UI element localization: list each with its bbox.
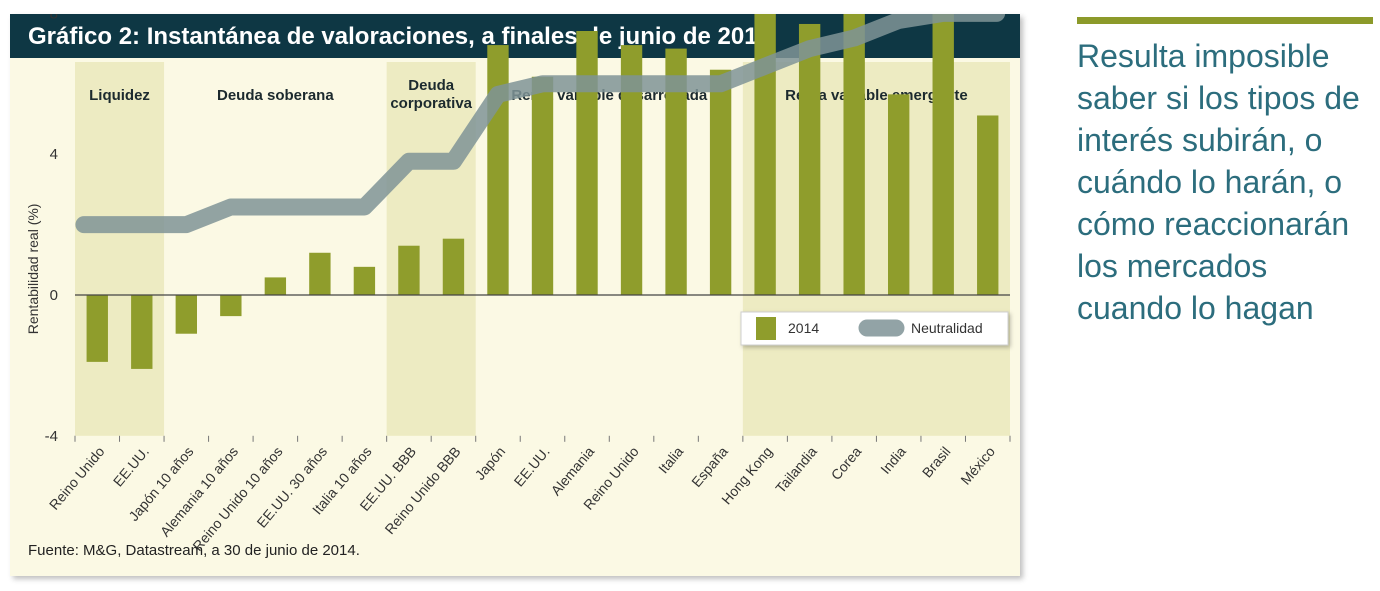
x-tick-label: Brasil bbox=[919, 443, 954, 480]
x-tick-label: Corea bbox=[828, 443, 865, 483]
group-band bbox=[75, 62, 165, 436]
bar bbox=[220, 295, 242, 317]
bar bbox=[531, 76, 554, 295]
legend-label: 2014 bbox=[788, 320, 819, 336]
bar bbox=[620, 45, 643, 295]
neutral-line bbox=[75, 14, 1006, 234]
legend-swatch-bar bbox=[756, 317, 776, 340]
group-label: corporativa bbox=[390, 95, 472, 112]
bar bbox=[754, 14, 776, 295]
group-label: Deuda bbox=[408, 77, 455, 94]
y-axis-label: Rentabilidad real (%) bbox=[25, 204, 41, 335]
bar bbox=[86, 295, 108, 362]
x-tick-label: India bbox=[877, 443, 909, 477]
bar bbox=[264, 277, 287, 295]
bar bbox=[798, 23, 821, 296]
bar bbox=[977, 115, 999, 295]
x-tick-label: Reino Unido bbox=[46, 443, 108, 512]
source-note: Fuente: M&G, Datastream, a 30 de junio d… bbox=[28, 542, 360, 559]
bar bbox=[888, 94, 910, 295]
x-tick-label: EE.UU. bbox=[110, 443, 152, 489]
x-tick-label: Reino Unido BBB bbox=[381, 443, 463, 537]
side-accent-rule bbox=[1077, 17, 1373, 24]
legend-label: Neutralidad bbox=[911, 320, 983, 336]
bar bbox=[442, 238, 465, 295]
y-tick-label: 4 bbox=[50, 146, 58, 163]
y-tick-label: 0 bbox=[50, 287, 58, 304]
chart-panel: Gráfico 2: Instantánea de valoraciones, … bbox=[10, 14, 1020, 576]
x-tick-label: Alemania 10 años bbox=[157, 443, 241, 539]
group-label: Renta variable emergente bbox=[785, 87, 968, 104]
bar bbox=[709, 69, 732, 295]
group-label: Deuda soberana bbox=[217, 87, 334, 104]
bar bbox=[398, 245, 420, 295]
side-quote: Resulta imposible saber si los tipos de … bbox=[1077, 38, 1360, 326]
bar bbox=[175, 295, 197, 334]
x-tick-label: Japón bbox=[471, 443, 508, 483]
x-tick-label: EE.UU. bbox=[511, 443, 553, 489]
x-tick-label: Tailandia bbox=[772, 443, 820, 496]
bar bbox=[353, 266, 376, 295]
group-label: Liquidez bbox=[89, 87, 150, 104]
y-tick-label: -4 bbox=[45, 428, 58, 445]
bar bbox=[576, 31, 598, 295]
bar bbox=[843, 14, 865, 295]
x-tick-label: España bbox=[688, 443, 731, 490]
bar bbox=[932, 14, 954, 296]
x-tick-label: México bbox=[957, 443, 998, 487]
bar bbox=[487, 45, 509, 295]
bar bbox=[665, 48, 687, 295]
y-tick-label: 8 bbox=[50, 14, 58, 22]
group-band bbox=[742, 62, 1010, 436]
bar bbox=[131, 295, 153, 369]
x-tick-label: Italia bbox=[655, 443, 686, 476]
bar bbox=[309, 252, 331, 295]
